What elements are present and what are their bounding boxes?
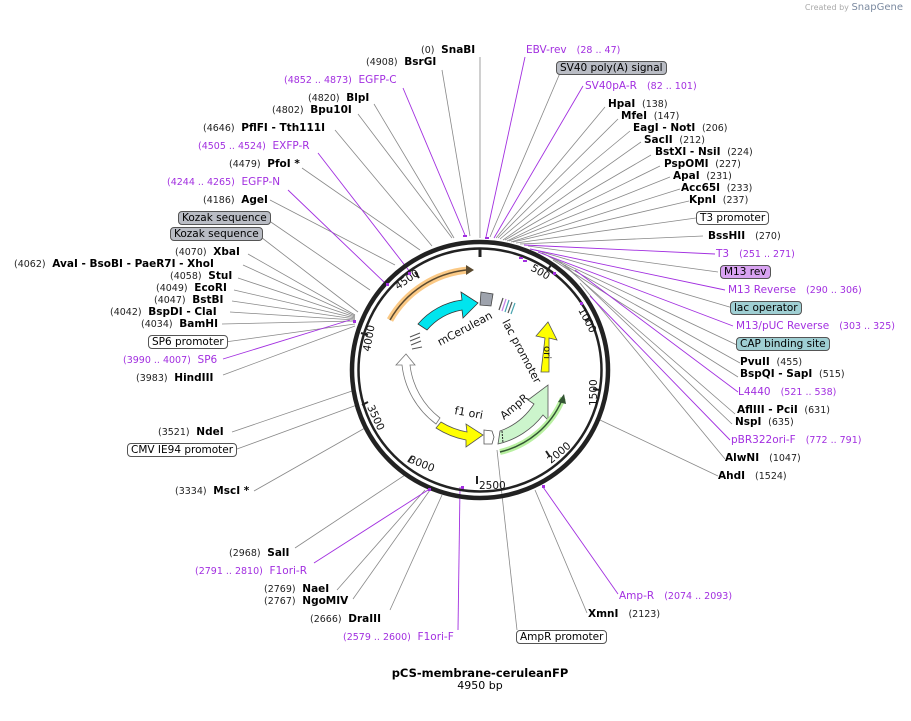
plasmid-name: pCS-membrane-ceruleanFP	[391, 666, 569, 680]
label-bsrgi[interactable]: (4908) BsrGI	[366, 56, 437, 68]
label-ndei[interactable]: (3521) NdeI	[158, 426, 224, 438]
label-bamhi[interactable]: (4034) BamHI	[141, 318, 219, 330]
label-alwni[interactable]: AlwNI (1047)	[725, 452, 801, 464]
label-sp6[interactable]: (3990 .. 4007) SP6	[123, 354, 218, 366]
feature-kozak-2[interactable]: Kozak sequence	[170, 227, 263, 241]
mcerulean-arrow	[417, 291, 479, 331]
label-pfoi[interactable]: (4479) PfoI *	[229, 158, 300, 170]
label-mfei[interactable]: MfeI (147)	[621, 110, 680, 122]
label-ngomiv[interactable]: (2767) NgoMIV	[264, 595, 349, 607]
label-blpi[interactable]: (4820) BlpI	[308, 92, 370, 104]
feature-m13-rev[interactable]: M13 rev	[720, 265, 771, 279]
label-hindiii[interactable]: (3983) HindIII	[136, 372, 214, 384]
label-pvuii[interactable]: PvuII (455)	[740, 356, 803, 368]
label-pbr322ori-f[interactable]: pBR322ori-F (772 .. 791)	[731, 434, 862, 446]
label-msci[interactable]: (3334) MscI *	[175, 485, 250, 497]
feature-sp6-promoter[interactable]: SP6 promoter	[148, 335, 228, 349]
label-apai[interactable]: ApaI (231)	[673, 170, 732, 182]
label-bsshii[interactable]: BssHII (270)	[708, 230, 781, 242]
label-avai-xhoi[interactable]: (4062) AvaI - BsoBI - PaeR7I - XhoI	[14, 258, 214, 270]
label-eagi-noti[interactable]: EagI - NotI (206)	[633, 122, 728, 134]
snapgene-credit: Created by SnapGene	[804, 2, 903, 13]
primer-markers	[353, 235, 583, 491]
label-kpni[interactable]: KpnI (237)	[689, 194, 749, 206]
plasmid-length: 4950 bp	[457, 679, 503, 692]
ori-arrow	[535, 321, 558, 373]
label-egfp-c[interactable]: (4852 .. 4873) EGFP-C	[284, 74, 397, 86]
backbone-ring	[349, 239, 611, 501]
label-bpu10i[interactable]: (4802) Bpu10I	[272, 104, 352, 116]
label-xmni[interactable]: XmnI (2123)	[588, 608, 661, 620]
svg-text:4000: 4000	[361, 324, 377, 352]
label-l4440[interactable]: L4440 (521 .. 538)	[738, 386, 837, 398]
label-bspqi-sapi[interactable]: BspQI - SapI (515)	[740, 368, 845, 380]
primer-lines	[222, 56, 739, 631]
connector-lines	[221, 57, 741, 631]
label-stui[interactable]: (4058) StuI	[170, 270, 233, 282]
label-ahdi[interactable]: AhdI (1524)	[718, 470, 787, 482]
svg-text:2500: 2500	[479, 480, 506, 492]
feature-t3-promoter[interactable]: T3 promoter	[696, 211, 770, 225]
label-draiii[interactable]: (2666) DraIII	[310, 613, 381, 625]
f1-ori-arrow	[435, 421, 484, 448]
label-agei[interactable]: (4186) AgeI	[203, 194, 268, 206]
label-hpai[interactable]: HpaI (138)	[608, 98, 668, 110]
feature-kozak-1[interactable]: Kozak sequence	[178, 211, 271, 225]
label-ecori[interactable]: (4049) EcoRI	[156, 282, 227, 294]
label-sv40pa-r[interactable]: SV40pA-R (82 .. 101)	[585, 80, 697, 92]
label-bspdi-clai[interactable]: (4042) BspDI - ClaI	[110, 306, 217, 318]
svg-text:500: 500	[529, 262, 552, 282]
ampr-promoter-box	[483, 429, 495, 445]
label-pspomi[interactable]: PspOMI (227)	[664, 158, 741, 170]
label-sacii[interactable]: SacII (212)	[644, 134, 705, 146]
snapgene-logo: SnapGene	[851, 2, 903, 13]
label-snabi[interactable]: (0) SnaBI	[421, 44, 476, 56]
svg-text:f1 ori: f1 ori	[453, 404, 484, 422]
svg-text:ori: ori	[541, 346, 552, 359]
label-f1ori-f[interactable]: (2579 .. 2600) F1ori-F	[343, 631, 454, 643]
label-m13-reverse[interactable]: M13 Reverse (290 .. 306)	[728, 284, 862, 296]
label-afliii-pcii[interactable]: AflIII - PciI (631)	[737, 404, 830, 416]
label-naei[interactable]: (2769) NaeI	[264, 583, 330, 595]
label-acc65i[interactable]: Acc65I (233)	[681, 182, 753, 194]
label-amp-r[interactable]: Amp-R (2074 .. 2093)	[619, 590, 733, 602]
label-pflfi-tth111i[interactable]: (4646) PflFI - Tth111I	[203, 122, 325, 134]
label-bstxi-nsii[interactable]: BstXI - NsiI (224)	[655, 146, 753, 158]
kozak-box	[479, 291, 494, 307]
label-egfp-n[interactable]: (4244 .. 4265) EGFP-N	[167, 176, 281, 188]
label-f1ori-r[interactable]: (2791 .. 2810) F1ori-R	[195, 565, 308, 577]
label-xbai[interactable]: (4070) XbaI	[175, 246, 240, 258]
feature-arcs	[386, 265, 566, 455]
feature-ampr-promoter[interactable]: AmpR promoter	[516, 630, 608, 644]
label-exfp-r[interactable]: (4505 .. 4524) EXFP-R	[198, 140, 310, 152]
cmv-promoter-arrow	[395, 353, 441, 425]
label-sali[interactable]: (2968) SalI	[229, 547, 290, 559]
feature-cap-binding-site[interactable]: CAP binding site	[736, 337, 830, 351]
label-nspi[interactable]: NspI (635)	[735, 416, 794, 428]
feature-sv40-polya[interactable]: SV40 poly(A) signal	[556, 61, 667, 75]
lac-promoter-cluster	[498, 297, 516, 315]
svg-text:lac promoter: lac promoter	[499, 317, 544, 386]
label-t3[interactable]: T3 (251 .. 271)	[716, 248, 795, 260]
feature-cmv-ie94-promoter[interactable]: CMV IE94 promoter	[127, 443, 238, 457]
label-ebv-rev[interactable]: EBV-rev (28 .. 47)	[526, 44, 621, 56]
label-bstbi[interactable]: (4047) BstBI	[154, 294, 224, 306]
label-m13-puc-reverse[interactable]: M13/pUC Reverse (303 .. 325)	[736, 320, 895, 332]
ruler-ticks	[360, 264, 601, 484]
feature-lac-operator[interactable]: lac operator	[730, 301, 802, 315]
svg-text:1500: 1500	[588, 379, 600, 406]
